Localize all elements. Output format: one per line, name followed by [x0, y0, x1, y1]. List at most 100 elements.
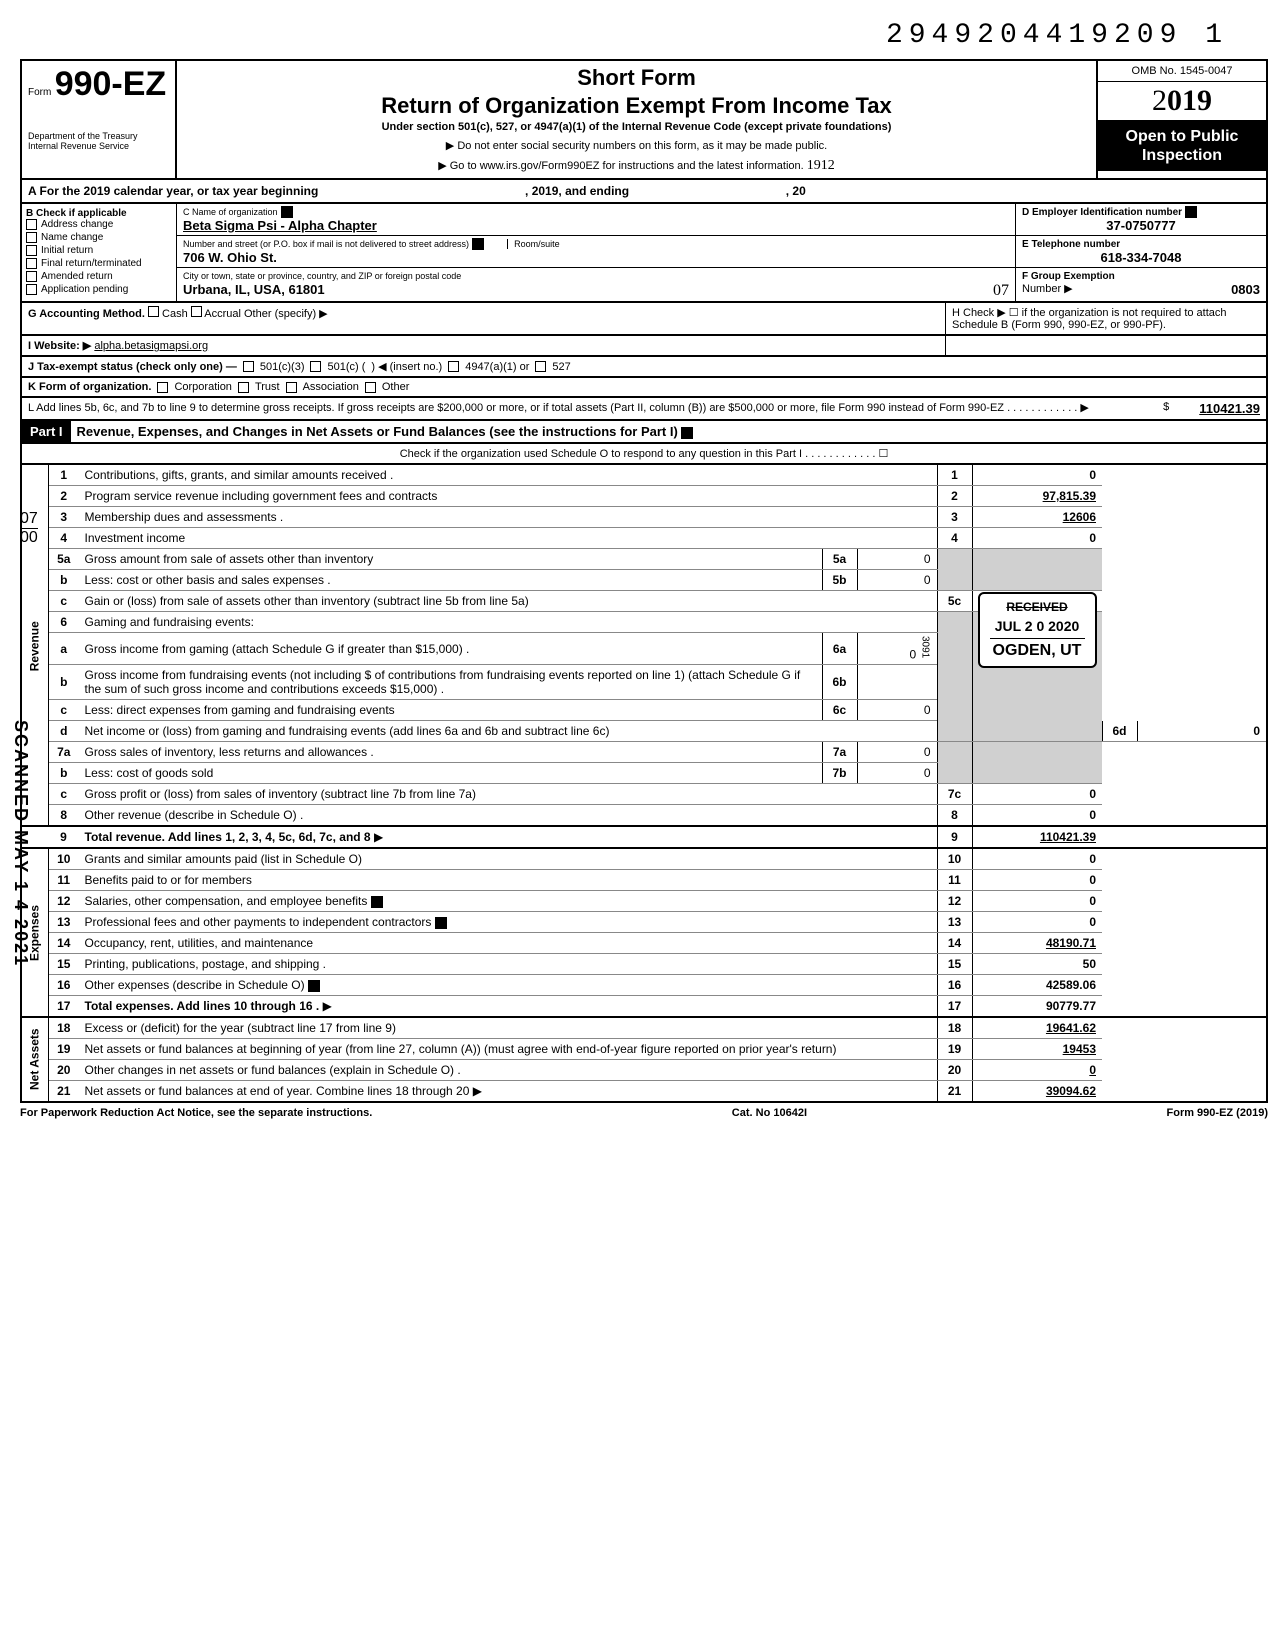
part-i-header: Part I Revenue, Expenses, and Changes in…: [20, 421, 1268, 444]
line-21: 21 Net assets or fund balances at end of…: [21, 1081, 1267, 1103]
line-16-val: 42589.06: [972, 975, 1102, 996]
chk-final-return[interactable]: Final return/terminated: [26, 258, 172, 269]
line-16: 16 Other expenses (describe in Schedule …: [21, 975, 1267, 996]
line-6d-desc: Net income or (loss) from gaming and fun…: [85, 724, 610, 738]
chk-initial-return[interactable]: Initial return: [26, 245, 172, 256]
website-row: I Website: ▶ alpha.betasigmapsi.org: [22, 336, 946, 355]
redaction-icon: [371, 896, 383, 908]
stamp-loc: OGDEN, UT: [990, 638, 1085, 660]
under-section-text: Under section 501(c), 527, or 4947(a)(1)…: [185, 121, 1088, 133]
i-label: I Website: ▶: [28, 340, 91, 352]
instruction-2: ▶ Go to www.irs.gov/Form990EZ for instru…: [185, 158, 1088, 174]
form-identifier-block: Form 990-EZ Department of the Treasury I…: [22, 61, 177, 178]
line-7a: 7a Gross sales of inventory, less return…: [21, 742, 1267, 763]
line-12: 12 Salaries, other compensation, and emp…: [21, 891, 1267, 912]
line-15-val: 50: [972, 954, 1102, 975]
redaction-icon: [281, 206, 293, 218]
line-10: Expenses 10 Grants and similar amounts p…: [21, 848, 1267, 870]
chk-label: Amended return: [41, 271, 113, 282]
chk-trust[interactable]: [238, 382, 249, 393]
line-6b-desc1: Gross income from fundraising events (no…: [85, 668, 372, 682]
line-13-val: 0: [972, 912, 1102, 933]
footer-left: For Paperwork Reduction Act Notice, see …: [20, 1107, 372, 1119]
line-3: 3 Membership dues and assessments . 3 12…: [21, 507, 1267, 528]
city-handwritten: 07: [993, 282, 1009, 300]
group-exemption-row: F Group Exemption Number ▶ 0803: [1016, 268, 1266, 297]
chk-amended-return[interactable]: Amended return: [26, 271, 172, 282]
line-6: 6 Gaming and fundraising events: RECEIVE…: [21, 612, 1267, 633]
form-title-block: Short Form Return of Organization Exempt…: [177, 61, 1096, 178]
instr2-handwritten: 1912: [807, 158, 835, 173]
chk-4947[interactable]: [448, 361, 459, 372]
part-i-label: Part I: [22, 421, 71, 442]
phone-value: 618-334-7048: [1022, 250, 1260, 265]
org-name-row: C Name of organization Beta Sigma Psi - …: [177, 204, 1015, 236]
redaction-icon: [681, 427, 693, 439]
line-7c-val: 0: [972, 784, 1102, 805]
l-amount: 110421.39: [1199, 401, 1260, 416]
line-7b-sub: 0: [857, 763, 937, 784]
l-text: L Add lines 5b, 6c, and 7b to line 9 to …: [28, 401, 1153, 416]
chk-address-change[interactable]: Address change: [26, 219, 172, 230]
dept-treasury: Department of the Treasury Internal Reve…: [28, 132, 169, 152]
line-6-desc: Gaming and fundraising events:: [85, 615, 254, 629]
net-assets-side-label: Net Assets: [21, 1017, 49, 1102]
chk-corp[interactable]: [157, 382, 168, 393]
redaction-icon: [308, 980, 320, 992]
f-label2: Number ▶: [1022, 283, 1073, 295]
chk-other[interactable]: [365, 382, 376, 393]
line-5a-sub: 0: [857, 549, 937, 570]
line-12-val: 0: [972, 891, 1102, 912]
j-opt3: 4947(a)(1) or: [465, 361, 529, 373]
chk-assoc[interactable]: [286, 382, 297, 393]
row-j: J Tax-exempt status (check only one) — 5…: [20, 357, 1268, 378]
row-l: L Add lines 5b, 6c, and 7b to line 9 to …: [20, 398, 1268, 421]
line-13: 13 Professional fees and other payments …: [21, 912, 1267, 933]
line-8-val: 0: [972, 805, 1102, 827]
line-11: 11 Benefits paid to or for members 11 0: [21, 870, 1267, 891]
column-b: B Check if applicable Address change Nam…: [22, 204, 177, 301]
other-label: Other (specify) ▶: [244, 308, 328, 320]
column-de: D Employer Identification number 37-0750…: [1016, 204, 1266, 301]
chk-accrual[interactable]: [191, 306, 202, 317]
chk-501c3[interactable]: [243, 361, 254, 372]
line-1-desc: Contributions, gifts, grants, and simila…: [85, 468, 394, 482]
line-11-val: 0: [972, 870, 1102, 891]
line-7c: c Gross profit or (loss) from sales of i…: [21, 784, 1267, 805]
l-currency: $: [1163, 401, 1169, 416]
room-suite-label: Room/suite: [507, 239, 560, 249]
k-corp: Corporation: [174, 381, 231, 393]
org-name: Beta Sigma Psi - Alpha Chapter: [183, 218, 377, 233]
line-7a-desc: Gross sales of inventory, less returns a…: [85, 745, 374, 759]
line-19-val: 19453: [972, 1039, 1102, 1060]
chk-501c[interactable]: [310, 361, 321, 372]
phone-row: E Telephone number 618-334-7048: [1016, 236, 1266, 268]
line-8-desc: Other revenue (describe in Schedule O) .: [85, 808, 304, 822]
document-id-number: 2949204419209 1: [20, 20, 1268, 51]
j-opt4: 527: [552, 361, 570, 373]
line-5a-desc: Gross amount from sale of assets other t…: [85, 552, 374, 566]
k-other: Other: [382, 381, 410, 393]
c-label: C Name of organization: [183, 207, 278, 217]
chk-527[interactable]: [535, 361, 546, 372]
line-18-val: 19641.62: [972, 1017, 1102, 1039]
line-9: 9 Total revenue. Add lines 1, 2, 3, 4, 5…: [21, 826, 1267, 848]
chk-application-pending[interactable]: Application pending: [26, 284, 172, 295]
footer-right: Form 990-EZ (2019): [1167, 1107, 1268, 1119]
line-6c-desc: Less: direct expenses from gaming and fu…: [85, 703, 395, 717]
line-17: 17 Total expenses. Add lines 10 through …: [21, 996, 1267, 1018]
redaction-icon: [472, 238, 484, 250]
line-4-val: 0: [972, 528, 1102, 549]
website-value: alpha.betasigmapsi.org: [94, 340, 208, 352]
chk-cash[interactable]: [148, 306, 159, 317]
line-5b-sub: 0: [857, 570, 937, 591]
chk-label: Initial return: [41, 245, 93, 256]
row-i: I Website: ▶ alpha.betasigmapsi.org: [20, 336, 1268, 357]
footer-center: Cat. No 10642I: [732, 1107, 807, 1119]
k-trust: Trust: [255, 381, 280, 393]
tax-year: 2019: [1098, 82, 1266, 121]
chk-name-change[interactable]: Name change: [26, 232, 172, 243]
b-label: B Check if applicable: [26, 208, 172, 219]
line-1-val: 0: [972, 465, 1102, 486]
line-4-desc: Investment income: [85, 531, 186, 545]
